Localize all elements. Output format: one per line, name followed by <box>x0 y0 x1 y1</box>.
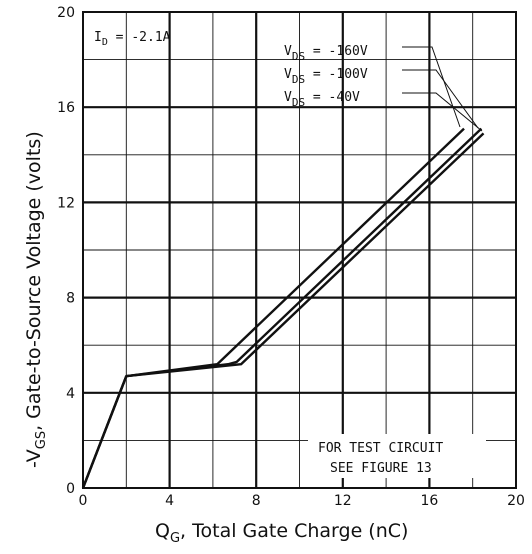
grid <box>83 12 516 488</box>
x-axis-label-main: Q <box>155 520 170 542</box>
x-axis-label-sub: G <box>170 531 180 546</box>
id-annotation: ID = -2.1A <box>94 30 171 48</box>
leader-vds-40 <box>402 92 483 132</box>
legend-vds-40-value: = -40V <box>305 90 360 105</box>
y-tick-label: 20 <box>57 5 75 21</box>
y-axis-label-sub: GS <box>34 431 49 449</box>
series-vds-40 <box>81 132 485 489</box>
legend-vds-100-main: V <box>284 67 292 82</box>
x-tick-label: 12 <box>334 493 352 509</box>
legend-vds-160: VDS = -160V <box>284 44 368 63</box>
leader-vds-100 <box>402 69 479 129</box>
id-label-main: I <box>94 30 102 45</box>
y-axis-label: -VGS, Gate-to-Source Voltage (volts) <box>23 131 49 468</box>
test-note-background <box>308 434 486 478</box>
id-label-value: = -2.1A <box>108 30 171 45</box>
legend-vds-100-value: = -100V <box>305 67 368 82</box>
legend-vds-40: VDS = -40V <box>284 90 360 109</box>
test-circuit-note-line1: FOR TEST CIRCUIT <box>318 441 443 456</box>
legend-vds-40-main: V <box>284 90 292 105</box>
y-tick-label: 12 <box>57 195 75 211</box>
y-tick-label: 8 <box>66 291 75 307</box>
legend-vds-160-sub: DS <box>292 50 305 63</box>
legend-vds-160-value: = -160V <box>305 44 368 59</box>
x-axis-label-rest: , Total Gate Charge (nC) <box>180 520 408 542</box>
x-tick-label: 20 <box>507 493 525 509</box>
series-curves <box>81 127 485 489</box>
y-tick-label: 4 <box>66 386 75 402</box>
x-tick-label: 8 <box>252 493 261 509</box>
x-tick-label: 0 <box>79 493 88 509</box>
y-axis-label-main: -V <box>23 449 45 468</box>
y-tick-label: 0 <box>66 481 75 497</box>
x-tick-label: 16 <box>420 493 438 509</box>
legend-vds-40-sub: DS <box>292 96 305 109</box>
test-circuit-note-line2: SEE FIGURE 13 <box>330 461 432 476</box>
legend-leader-lines <box>402 46 483 132</box>
x-axis-label: QG, Total Gate Charge (nC) <box>155 520 408 546</box>
plot-frame <box>82 11 517 489</box>
x-tick-labels: 0 4 8 12 16 20 <box>79 493 525 509</box>
legend-vds-160-main: V <box>284 44 292 59</box>
legend-vds-100: VDS = -100V <box>284 67 368 86</box>
y-tick-label: 16 <box>57 100 75 116</box>
y-tick-labels: 0 4 8 12 16 20 <box>57 5 75 497</box>
legend-vds-100-sub: DS <box>292 73 305 86</box>
x-tick-label: 4 <box>165 493 174 509</box>
id-label-sub: D <box>102 37 108 48</box>
y-axis-label-rest: , Gate-to-Source Voltage (volts) <box>23 131 45 431</box>
leader-vds-160 <box>402 46 461 128</box>
